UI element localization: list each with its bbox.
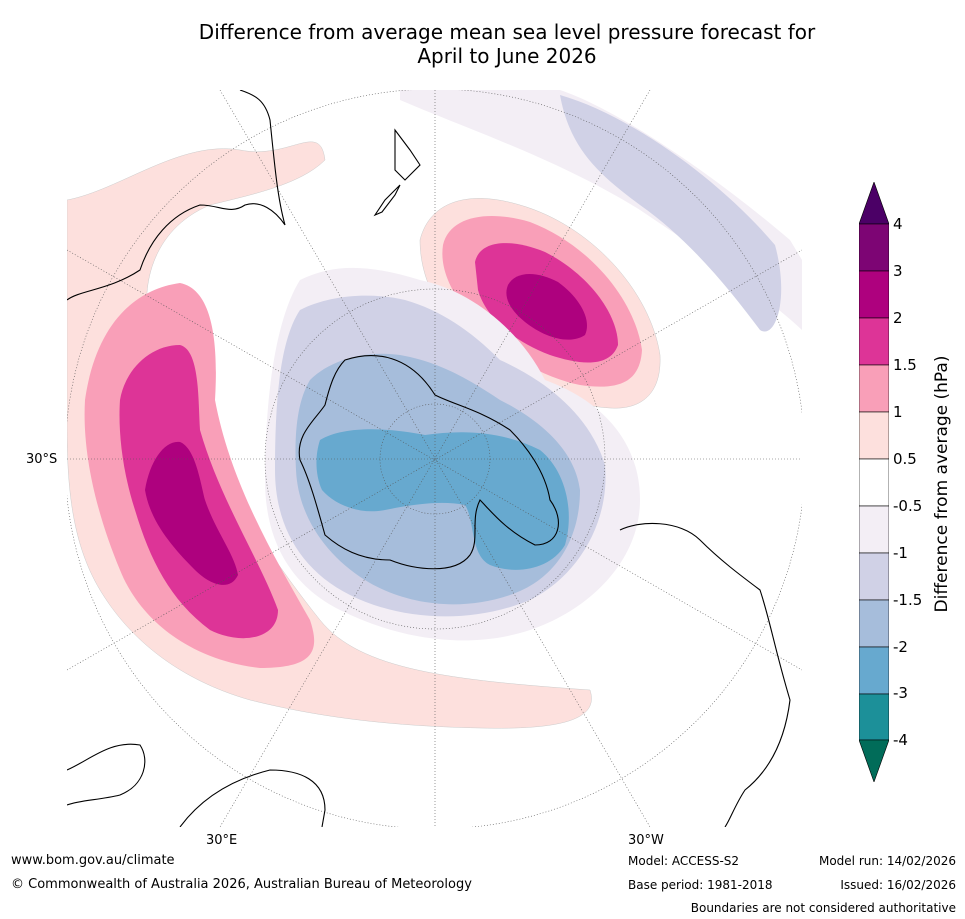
colorbar-tick-neg0.5: -0.5 — [893, 497, 923, 515]
low-anomaly-band-core — [560, 95, 782, 332]
lat-label-30s: 30°S — [26, 452, 58, 467]
colorbar-bin-neutral — [859, 458, 889, 507]
footer-website[interactable]: www.bom.gov.au/climate — [11, 853, 175, 868]
coast-new-zealand — [373, 128, 421, 217]
colorbar-bin-neg1-neg1.5 — [859, 552, 889, 601]
graticule — [67, 90, 802, 827]
footer-model-run: Model run: 14/02/2026 — [818, 854, 956, 868]
footer-model: Model: ACCESS-S2 — [628, 854, 740, 868]
footer-copyright: © Commonwealth of Australia 2026, Austra… — [11, 877, 472, 892]
coast-africa — [67, 743, 326, 827]
title-line-1: Difference from average mean sea level p… — [198, 20, 816, 44]
colorbar-bin-0.5-1 — [859, 411, 889, 460]
colorbar-title: Difference from average (hPa) — [932, 355, 952, 613]
coastlines — [67, 90, 791, 827]
colorbar-tick-neg1.5: -1.5 — [893, 591, 923, 609]
colorbar-bin-2-3 — [859, 270, 889, 319]
footer-disclaimer: Boundaries are not considered authoritat… — [690, 901, 956, 915]
map-panel — [67, 90, 802, 827]
footer-base-period: Base period: 1981-2018 — [628, 878, 773, 892]
contour-2.0-west — [145, 441, 238, 585]
map-svg — [67, 90, 802, 827]
colorbar-bin-1-1.5 — [859, 364, 889, 413]
colorbar-bin-neg1.5-neg2 — [859, 599, 889, 648]
colorbar-bin-neg2-neg3 — [859, 646, 889, 695]
coast-south-america — [619, 522, 791, 827]
title-line-2: April to June 2026 — [417, 44, 597, 68]
contour-neg2.0-antarctic — [316, 429, 569, 570]
coast-australia — [67, 90, 286, 301]
high-anomaly-pacific — [419, 198, 661, 409]
contour-2.0-pacific — [506, 274, 587, 340]
colorbar-tick-1: 1 — [893, 403, 903, 421]
colorbar — [859, 182, 889, 782]
chart-title: Difference from average mean sea level p… — [0, 20, 965, 68]
colorbar-tick-neg3: -3 — [893, 684, 908, 702]
colorbar-tick-2: 2 — [893, 309, 903, 327]
colorbar-tick-4: 4 — [893, 215, 903, 233]
lon-label-30e: 30°E — [206, 833, 238, 848]
coast-antarctica — [298, 355, 559, 570]
low-anomaly-antarctica — [265, 267, 640, 641]
footer-issued: Issued: 16/02/2026 — [840, 878, 956, 892]
colorbar-bin-3-4 — [859, 223, 889, 272]
high-anomaly-west — [67, 141, 592, 729]
colorbar-tick-neg1: -1 — [893, 544, 908, 562]
colorbar-tick-neg4: -4 — [893, 731, 908, 749]
colorbar-bin-neg3-neg4 — [859, 693, 889, 741]
lon-label-30w: 30°W — [628, 833, 664, 848]
colorbar-tick-0.5: 0.5 — [893, 450, 917, 468]
colorbar-top-arrow — [859, 182, 889, 225]
colorbar-tick-1.5: 1.5 — [893, 356, 917, 374]
colorbar-bin-1.5-2 — [859, 317, 889, 366]
colorbar-bottom-arrow — [859, 739, 889, 782]
colorbar-tick-neg2: -2 — [893, 638, 908, 656]
colorbar-bin-neg0.5-neg1 — [859, 505, 889, 554]
colorbar-tick-3: 3 — [893, 262, 903, 280]
